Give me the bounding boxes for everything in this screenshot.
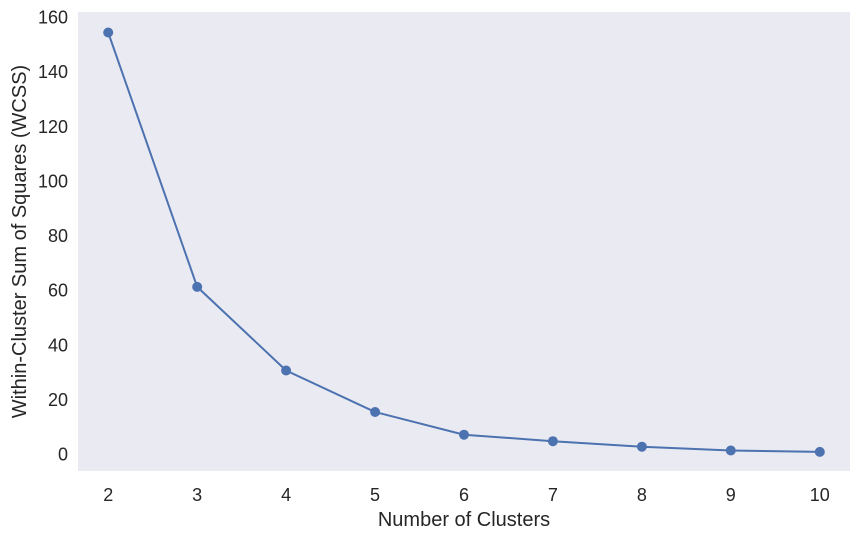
plot-area [78, 12, 850, 471]
y-tick-label: 100 [38, 171, 68, 191]
data-point [725, 445, 736, 456]
data-point [281, 365, 292, 376]
x-tick-label: 10 [810, 485, 830, 505]
x-tick-label: 5 [370, 485, 380, 505]
y-tick-label: 160 [38, 7, 68, 27]
y-axis-label: Within-Cluster Sum of Squares (WCSS) [9, 65, 31, 418]
data-point [103, 27, 114, 38]
y-tick-label: 80 [48, 226, 68, 246]
y-tick-label: 20 [48, 390, 68, 410]
data-point [547, 436, 558, 447]
x-tick-label: 8 [637, 485, 647, 505]
y-tick-label: 0 [58, 445, 68, 465]
x-tick-label: 9 [726, 485, 736, 505]
y-tick-label: 40 [48, 335, 68, 355]
y-tick-label: 120 [38, 117, 68, 137]
x-tick-label: 6 [459, 485, 469, 505]
data-point [814, 446, 825, 457]
x-tick-label: 3 [192, 485, 202, 505]
x-axis-label: Number of Clusters [378, 509, 550, 531]
wcss-points [103, 27, 825, 457]
y-tick-label: 140 [38, 62, 68, 82]
x-tick-label: 4 [281, 485, 291, 505]
data-point [192, 281, 203, 292]
y-axis-ticks: 0 20 40 60 80 100 120 140 160 [38, 7, 68, 464]
x-tick-label: 2 [103, 485, 113, 505]
x-axis-ticks: 2 3 4 5 6 7 8 9 10 [103, 485, 830, 505]
data-point [370, 407, 381, 417]
x-tick-label: 7 [548, 485, 558, 505]
y-tick-label: 60 [48, 281, 68, 301]
data-point [636, 441, 647, 452]
data-point [459, 429, 469, 440]
